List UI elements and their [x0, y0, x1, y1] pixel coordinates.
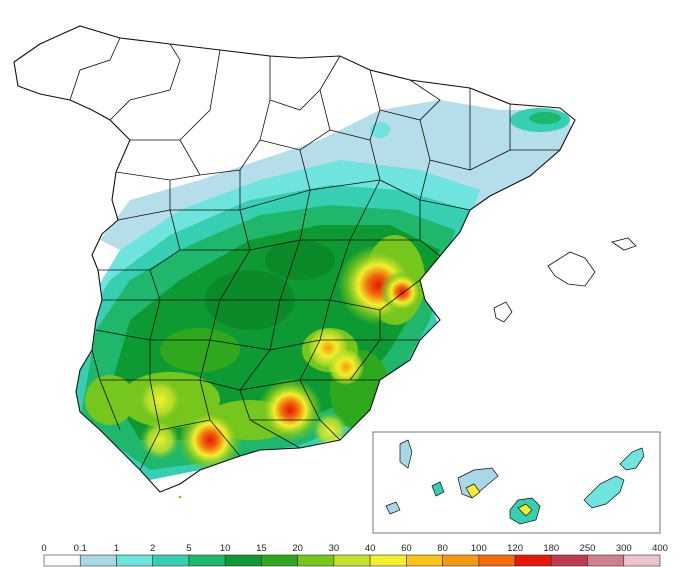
legend-tick-label: 300: [616, 543, 632, 554]
legend-tick-label: 2: [150, 543, 155, 554]
legend-tick-label: 20: [292, 543, 303, 554]
legend-tick-label: 15: [256, 543, 267, 554]
legend-tick-label: 120: [507, 543, 523, 554]
precipitation-legend: 0 0.1 1 2 5 10 15 20 30 40 60 80 100 120 180 250 300 400: [41, 543, 668, 567]
legend-swatch: [188, 554, 226, 567]
legend-swatch: [224, 554, 262, 567]
peninsula: [13, 25, 576, 499]
legend-tick-label: 60: [401, 543, 412, 554]
legend-tick-label: 180: [543, 543, 559, 554]
legend-swatch: [623, 554, 661, 567]
balearic-islands: [493, 237, 637, 323]
legend-swatch: [442, 554, 480, 567]
legend-swatch: [261, 554, 298, 567]
legend-swatch: [514, 554, 552, 567]
legend-tick-label: 80: [437, 543, 448, 554]
legend-swatch: [297, 554, 335, 567]
legend-tick-label: 0.1: [74, 543, 87, 554]
legend-swatch: [369, 554, 407, 567]
legend-tick-label: 0: [41, 543, 46, 554]
legend-swatch: [478, 554, 516, 567]
legend-swatch: [333, 554, 371, 567]
legend-tick-label: 100: [471, 543, 487, 554]
legend-tick-label: 1: [114, 543, 119, 554]
legend-swatch: [43, 554, 81, 567]
legend-tick-label: 250: [580, 543, 596, 554]
legend-color-scale: [43, 554, 661, 567]
legend-swatch: [116, 554, 154, 567]
legend-swatch: [550, 554, 588, 567]
legend-swatch: [152, 554, 190, 567]
legend-tick-label: 30: [329, 543, 340, 554]
legend-swatch: [587, 554, 625, 567]
legend-tick-label: 10: [220, 543, 231, 554]
legend-tick-label: 5: [186, 543, 191, 554]
precipitation-map: [13, 25, 661, 534]
legend-swatch: [79, 554, 117, 567]
legend-tick-labels: 0 0.1 1 2 5 10 15 20 30 40 60 80 100 120 180 250 300 400: [41, 543, 668, 554]
canary-islands-inset: [372, 431, 661, 534]
legend-tick-label: 40: [365, 543, 376, 554]
legend-tick-label: 400: [652, 543, 668, 554]
legend-swatch: [406, 554, 443, 567]
